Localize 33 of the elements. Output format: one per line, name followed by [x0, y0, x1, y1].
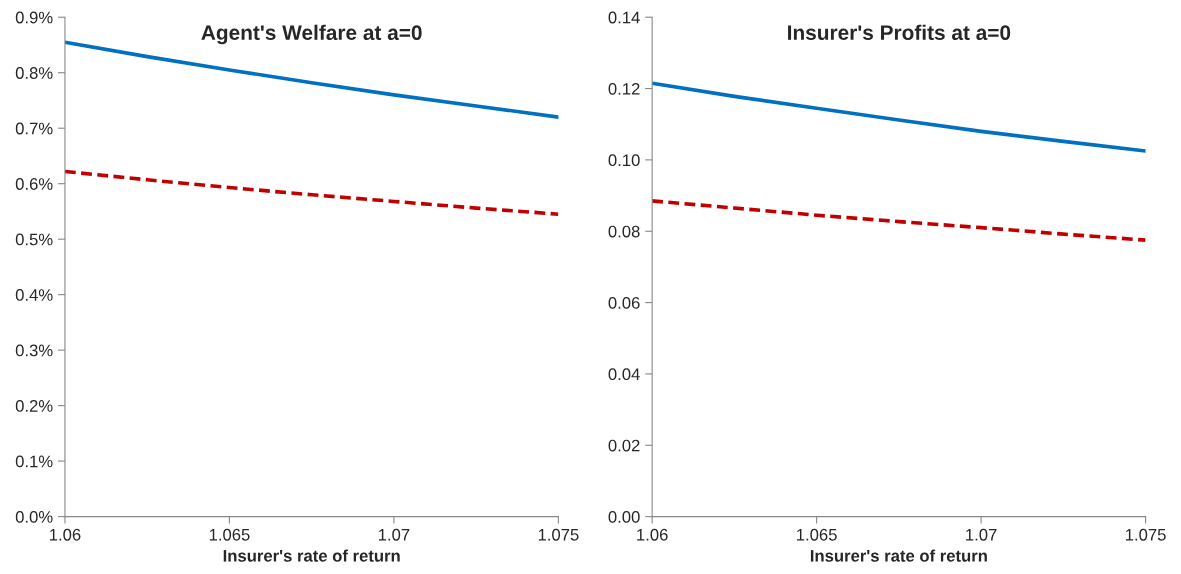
x-tick-label: 1.06 — [50, 528, 81, 541]
y-tick-label: 0.2% — [15, 400, 53, 412]
line-series — [652, 199, 1146, 242]
y-tick-label: 0.10 — [608, 154, 640, 167]
chart-title: Agent's Welfare at a=0 — [201, 24, 422, 45]
x-tick-label: 1.075 — [1125, 528, 1166, 541]
x-tick-label: 1.07 — [378, 528, 410, 541]
y-tick-label: 0.1% — [15, 455, 53, 468]
y-tick-label: 0.8% — [15, 67, 53, 79]
y-tick-label: 0.06 — [608, 296, 640, 309]
y-tick-label: 0.4% — [15, 289, 53, 301]
x-tick-label: 1.065 — [209, 528, 250, 541]
line-series — [652, 81, 1146, 153]
y-tick-label: 0.0% — [15, 511, 53, 523]
y-tick-label: 0.08 — [608, 225, 640, 238]
y-tick-label: 0.02 — [608, 439, 640, 452]
y-tick-label: 0.14 — [608, 11, 640, 24]
y-tick-label: 0.12 — [608, 82, 640, 95]
y-tick-label: 0.7% — [15, 122, 53, 135]
x-tick-label: 1.075 — [538, 528, 579, 541]
y-tick-label: 0.9% — [15, 11, 53, 24]
y-tick-label: 0.00 — [608, 511, 640, 523]
x-axis-title: Insurer's rate of return — [223, 549, 400, 562]
y-tick-label: 0.5% — [15, 233, 53, 246]
y-tick-label: 0.6% — [15, 178, 53, 190]
line-series — [64, 169, 559, 217]
y-tick-label: 0.3% — [15, 344, 53, 357]
x-tick-label: 1.06 — [637, 528, 668, 541]
chart-title: Insurer's Profits at a=0 — [788, 24, 1011, 41]
x-axis-title: Insurer's rate of return — [810, 549, 987, 562]
x-tick-label: 1.07 — [966, 528, 997, 541]
y-tick-label: 0.04 — [608, 368, 640, 381]
x-tick-label: 1.065 — [797, 528, 837, 541]
